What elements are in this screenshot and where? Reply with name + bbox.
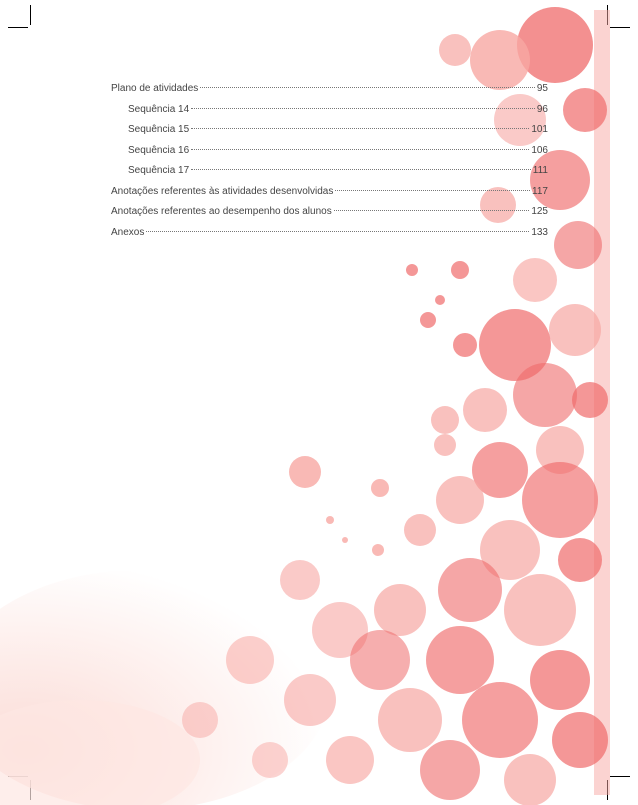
table-of-contents: Plano de atividades 95 Sequência 14 96 Sequê…: [111, 79, 548, 243]
toc-entry-title: Sequência 16: [128, 144, 190, 156]
crop-mark: [8, 27, 28, 28]
toc-dot-leader: [146, 230, 530, 232]
toc-entry-page-number: 125: [531, 206, 548, 217]
toc-entry-page-number: 96: [536, 103, 548, 115]
toc-entry[interactable]: Anotações referentes às atividades desen…: [111, 182, 548, 203]
toc-entry-page-number: 111: [532, 165, 548, 176]
toc-entry-page-number: 133: [531, 226, 548, 238]
toc-entry-title: Anexos: [111, 226, 145, 238]
toc-dot-leader: [200, 87, 535, 88]
toc-dot-leader: [191, 107, 535, 109]
toc-entry-title: Sequência 14: [128, 103, 190, 115]
toc-dot-leader: [333, 210, 530, 211]
toc-entry-title: Sequência 15: [128, 124, 190, 135]
toc-dot-leader: [191, 169, 531, 170]
toc-entry-page-number: 106: [531, 144, 548, 156]
toc-entry[interactable]: Sequência 14 96: [111, 100, 548, 121]
crop-mark: [30, 5, 31, 25]
toc-entry[interactable]: Plano de atividades 95: [111, 79, 548, 100]
toc-entry-page-number: 95: [536, 83, 548, 94]
toc-entry-page-number: 117: [532, 185, 548, 197]
crop-mark: [610, 27, 630, 28]
toc-entry[interactable]: Anexos 133: [111, 223, 548, 244]
toc-entry-title: Anotações referentes às atividades desen…: [111, 185, 334, 197]
toc-dot-leader: [191, 128, 530, 129]
toc-entry[interactable]: Sequência 16 106: [111, 141, 548, 162]
toc-entry-page-number: 101: [531, 124, 548, 135]
toc-entry[interactable]: Sequência 15 101: [111, 120, 548, 141]
toc-entry[interactable]: Anotações referentes ao desempenho dos a…: [111, 202, 548, 223]
toc-dot-leader: [335, 189, 531, 191]
toc-entry-title: Plano de atividades: [111, 83, 199, 94]
toc-entry-title: Anotações referentes ao desempenho dos a…: [111, 206, 332, 217]
toc-entry[interactable]: Sequência 17 111: [111, 161, 548, 182]
toc-entry-title: Sequência 17: [128, 165, 190, 176]
toc-dot-leader: [191, 148, 530, 150]
crop-mark: [610, 776, 630, 777]
